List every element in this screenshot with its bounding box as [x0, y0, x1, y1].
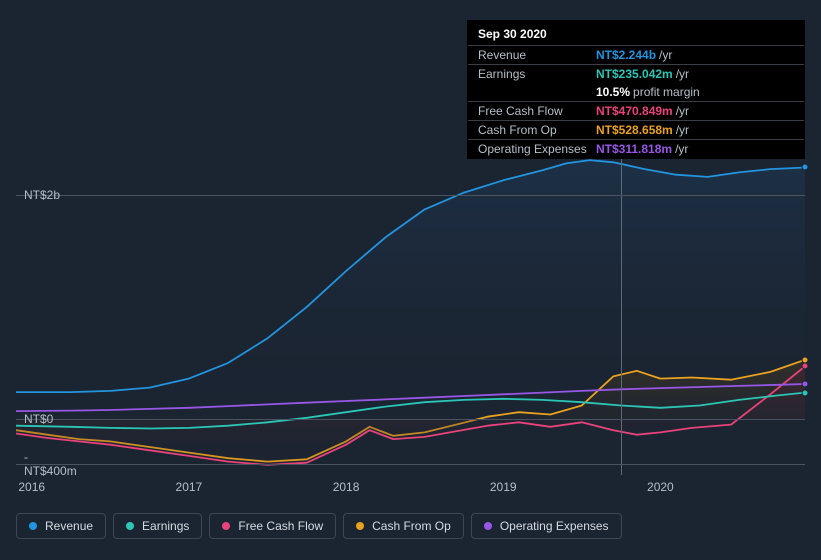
- legend-item-opex[interactable]: Operating Expenses: [471, 513, 622, 539]
- tooltip-row-unit: profit margin: [633, 85, 700, 99]
- series-endpoint-revenue: [802, 164, 809, 171]
- y-axis: NT$2b NT$0 -NT$400m: [16, 150, 76, 475]
- xtick-label: 2019: [490, 480, 517, 494]
- tooltip-row-label: Revenue: [478, 48, 596, 62]
- legend-item-earnings[interactable]: Earnings: [113, 513, 202, 539]
- tooltip-row-unit: /yr: [676, 67, 689, 81]
- chart-plot-area[interactable]: [16, 150, 805, 475]
- series-endpoint-earnings: [802, 389, 809, 396]
- gridline-2b: [16, 195, 805, 196]
- legend-dot-icon: [126, 522, 134, 530]
- tooltip-row-unit: /yr: [676, 123, 689, 137]
- tooltip-row-unit: /yr: [675, 142, 688, 156]
- tooltip-row-label: Free Cash Flow: [478, 104, 596, 118]
- tooltip-row-unit: /yr: [676, 104, 689, 118]
- x-axis: 2016 2017 2018 2019 2020: [16, 480, 805, 500]
- gridline-neg400m: [16, 464, 805, 465]
- chart-root: Sep 30 2020 RevenueNT$2.244b/yrEarningsN…: [0, 0, 821, 560]
- legend-label: Cash From Op: [372, 519, 451, 533]
- legend-label: Free Cash Flow: [238, 519, 323, 533]
- tooltip-row: RevenueNT$2.244b/yr: [468, 45, 804, 64]
- legend-item-revenue[interactable]: Revenue: [16, 513, 106, 539]
- hover-tooltip: Sep 30 2020 RevenueNT$2.244b/yrEarningsN…: [467, 20, 805, 159]
- tooltip-row-label: [478, 85, 596, 99]
- gridline-0: [16, 419, 805, 420]
- ytick-label: NT$0: [24, 412, 53, 426]
- tooltip-row: EarningsNT$235.042m/yr: [468, 64, 804, 83]
- hover-guide-line: [621, 150, 622, 475]
- tooltip-row-value: NT$470.849m: [596, 104, 673, 118]
- legend-label: Earnings: [142, 519, 189, 533]
- xtick-label: 2018: [333, 480, 360, 494]
- tooltip-row-label: Operating Expenses: [478, 142, 596, 156]
- tooltip-row: Free Cash FlowNT$470.849m/yr: [468, 101, 804, 120]
- tooltip-date: Sep 30 2020: [468, 21, 804, 45]
- tooltip-row-value: 10.5%: [596, 85, 630, 99]
- series-endpoint-opex: [802, 381, 809, 388]
- tooltip-row-value: NT$2.244b: [596, 48, 656, 62]
- tooltip-row-value: NT$311.818m: [596, 142, 672, 156]
- legend-dot-icon: [484, 522, 492, 530]
- xtick-label: 2016: [18, 480, 45, 494]
- tooltip-row: Cash From OpNT$528.658m/yr: [468, 120, 804, 139]
- tooltip-row-unit: /yr: [659, 48, 672, 62]
- legend-label: Revenue: [45, 519, 93, 533]
- legend-dot-icon: [222, 522, 230, 530]
- chart-svg: [16, 150, 805, 475]
- legend: Revenue Earnings Free Cash Flow Cash From O…: [16, 513, 622, 539]
- xtick-label: 2020: [647, 480, 674, 494]
- legend-label: Operating Expenses: [500, 519, 609, 533]
- legend-dot-icon: [356, 522, 364, 530]
- legend-item-cfo[interactable]: Cash From Op: [343, 513, 464, 539]
- xtick-label: 2017: [176, 480, 203, 494]
- tooltip-row-value: NT$235.042m: [596, 67, 673, 81]
- tooltip-row: 10.5%profit margin: [468, 83, 804, 101]
- ytick-label: NT$2b: [24, 188, 60, 202]
- legend-item-fcf[interactable]: Free Cash Flow: [209, 513, 336, 539]
- ytick-label: -NT$400m: [24, 450, 77, 478]
- tooltip-row-label: Earnings: [478, 67, 596, 81]
- legend-dot-icon: [29, 522, 37, 530]
- tooltip-row-label: Cash From Op: [478, 123, 596, 137]
- series-endpoint-fcf: [802, 363, 809, 370]
- tooltip-row-value: NT$528.658m: [596, 123, 673, 137]
- tooltip-row: Operating ExpensesNT$311.818m/yr: [468, 139, 804, 158]
